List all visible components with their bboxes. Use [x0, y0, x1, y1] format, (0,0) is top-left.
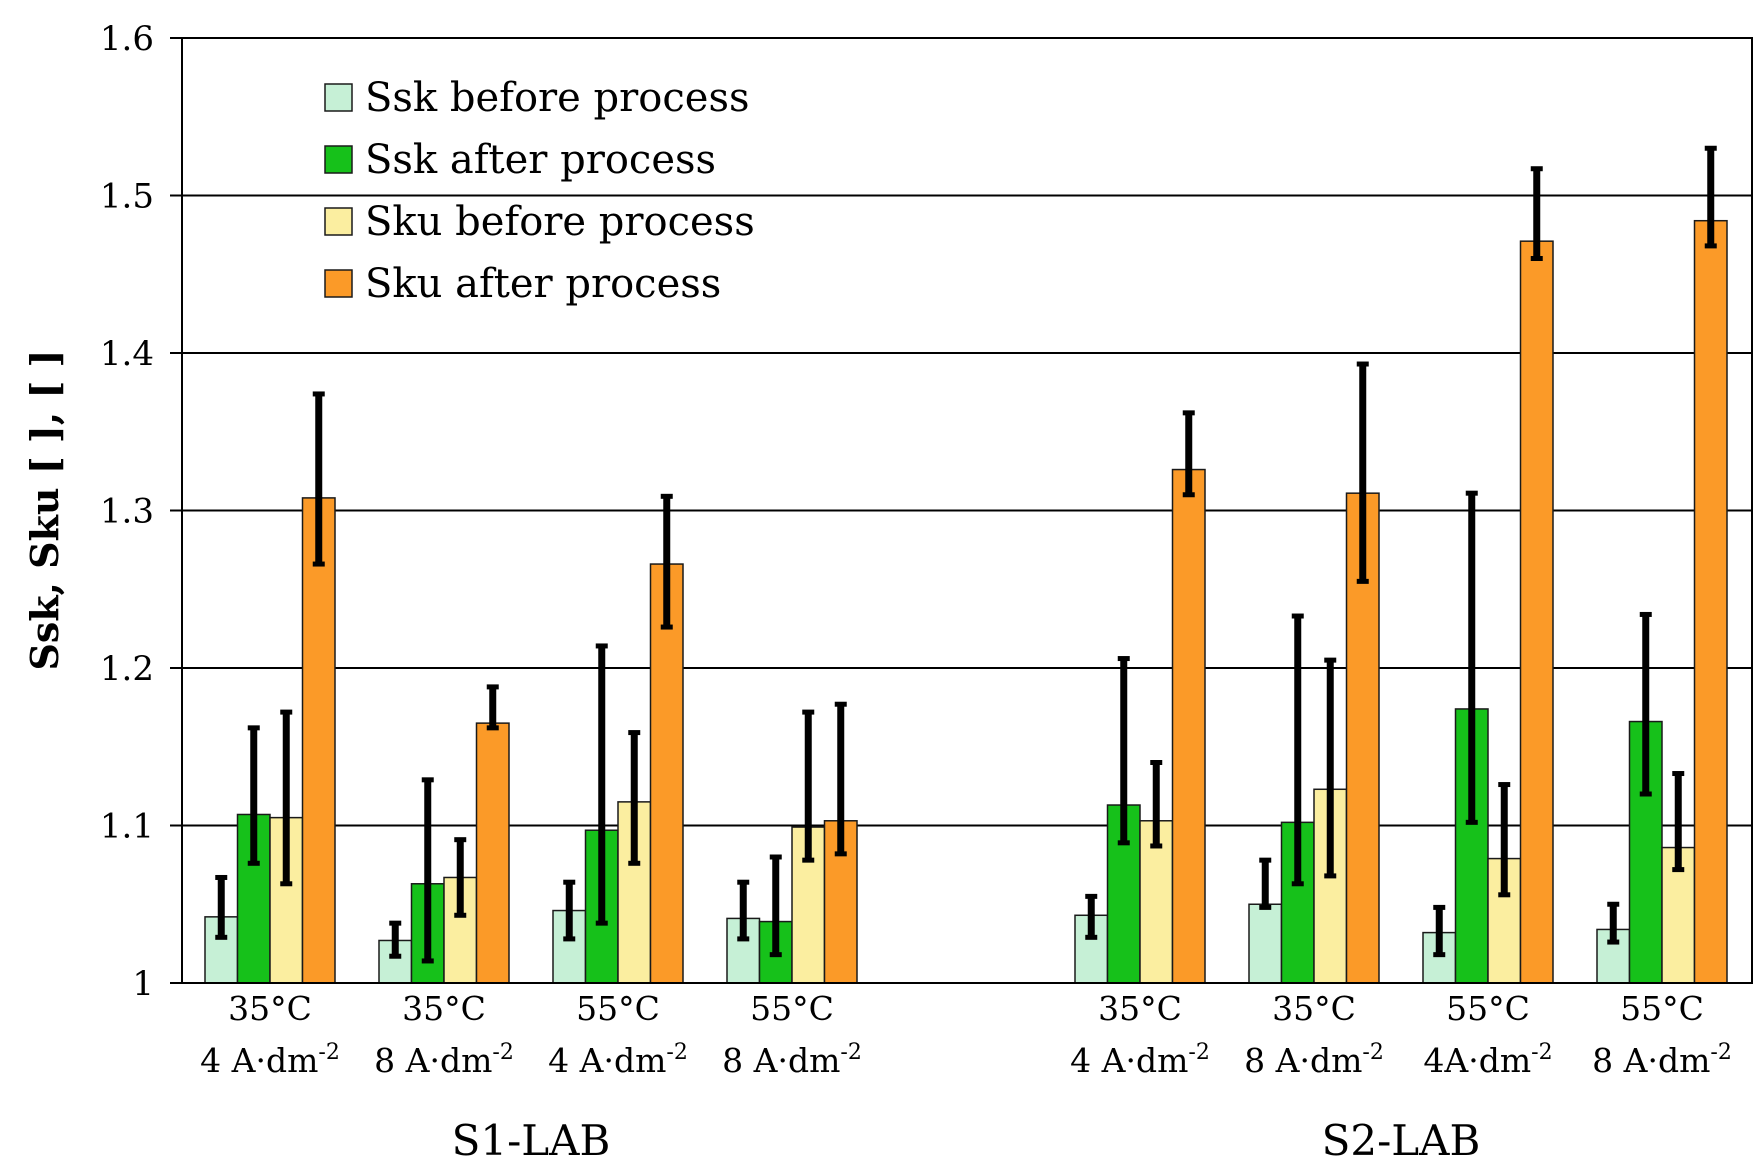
y-tick-label: 1.6	[100, 19, 154, 59]
error-bar	[1291, 613, 1304, 887]
legend-swatch	[324, 83, 353, 112]
x-category-exponent: -2	[840, 1040, 861, 1065]
bar-sku-after-process	[301, 497, 336, 984]
x-category-exponent: -2	[1531, 1040, 1552, 1065]
error-bar	[802, 709, 815, 863]
x-category-unit: 8 A·dm	[374, 1041, 492, 1080]
error-bar	[1704, 145, 1717, 249]
error-bar	[280, 709, 293, 887]
x-category-line1: 35°C	[1272, 989, 1356, 1028]
error-bar	[1117, 656, 1130, 846]
bar-sku-after-process	[1171, 468, 1206, 984]
x-category-exponent: -2	[666, 1040, 687, 1065]
x-group-label: S1-LAB	[452, 1116, 611, 1165]
legend-label: Sku before process	[365, 199, 755, 245]
error-bar	[737, 879, 750, 942]
x-category-exponent: -2	[1710, 1040, 1731, 1065]
error-bar	[769, 854, 782, 958]
y-tick-label: 1	[132, 964, 154, 1004]
error-bar	[1498, 782, 1511, 898]
x-category-line1: 35°C	[228, 989, 312, 1028]
x-category-unit: 8 A·dm	[722, 1041, 840, 1080]
x-category-unit: 4 A·dm	[200, 1041, 318, 1080]
x-category-line1: 35°C	[402, 989, 486, 1028]
error-bar	[1182, 410, 1195, 498]
error-bar	[1672, 771, 1685, 873]
x-category-line2: 4 A·dm-2	[200, 1040, 340, 1080]
x-category-exponent: -2	[318, 1040, 339, 1065]
x-category-line1: 55°C	[750, 989, 834, 1028]
error-bar	[1530, 166, 1543, 261]
error-bar	[595, 643, 608, 926]
x-category-line2: 8 A·dm-2	[1244, 1040, 1384, 1080]
legend-swatch	[324, 207, 353, 236]
gridlines	[182, 194, 1752, 827]
error-bar	[312, 391, 325, 567]
error-bar	[660, 493, 673, 630]
x-category-unit: 8 A·dm	[1244, 1041, 1362, 1080]
bar-sku-after-process	[1693, 219, 1728, 984]
x-category-line2: 4A·dm-2	[1423, 1040, 1552, 1080]
x-category-line1: 55°C	[576, 989, 660, 1028]
x-group-label: S2-LAB	[1322, 1116, 1481, 1165]
x-category-line2: 8 A·dm-2	[1592, 1040, 1732, 1080]
legend-label: Ssk after process	[365, 137, 716, 183]
y-tick-label: 1.5	[100, 177, 154, 217]
x-category-line2: 8 A·dm-2	[722, 1040, 862, 1080]
error-bar	[628, 730, 641, 866]
bar-sku-before-process	[1139, 820, 1174, 984]
x-category-line1: 55°C	[1620, 989, 1704, 1028]
error-bar	[486, 684, 499, 731]
error-bar	[1150, 760, 1163, 849]
error-bar	[1607, 901, 1620, 945]
x-category-line1: 55°C	[1446, 989, 1530, 1028]
legend-label: Sku after process	[365, 261, 721, 307]
y-tick-label: 1.1	[100, 807, 154, 847]
x-axis-labels: 35°C4 A·dm-235°C8 A·dm-255°C4 A·dm-255°C…	[200, 989, 1732, 1165]
bar-ssk-before-process	[1248, 903, 1283, 984]
x-category-unit: 4 A·dm	[548, 1041, 666, 1080]
error-bar	[247, 725, 260, 866]
error-bar	[1085, 893, 1098, 940]
x-category-exponent: -2	[1188, 1040, 1209, 1065]
error-bar	[454, 837, 467, 918]
legend-swatch	[324, 145, 353, 174]
error-bar	[389, 920, 402, 959]
error-bar	[834, 701, 847, 857]
error-bar	[1465, 490, 1478, 825]
x-category-unit: 4A·dm	[1423, 1041, 1531, 1080]
error-bars	[215, 145, 1717, 964]
legend: Ssk before process Ssk after process Sku b…	[324, 75, 755, 307]
x-category-exponent: -2	[1362, 1040, 1383, 1065]
error-bar	[421, 777, 434, 964]
bars	[204, 219, 1728, 984]
x-category-line2: 8 A·dm-2	[374, 1040, 514, 1080]
bar-sku-after-process	[475, 722, 510, 984]
legend-label: Ssk before process	[365, 75, 750, 121]
error-bar	[1324, 657, 1337, 879]
y-tick-label: 1.2	[100, 649, 154, 689]
error-bar	[1639, 611, 1652, 797]
x-category-exponent: -2	[492, 1040, 513, 1065]
bar-sku-after-process	[1519, 240, 1554, 984]
x-category-unit: 4 A·dm	[1070, 1041, 1188, 1080]
y-axis-title: Ssk, Sku [ ], [ ]	[22, 349, 67, 670]
legend-swatch	[324, 269, 353, 298]
error-bar	[215, 874, 228, 940]
x-category-line2: 4 A·dm-2	[1070, 1040, 1210, 1080]
y-tick-label: 1.3	[100, 492, 154, 532]
error-bar	[1356, 361, 1369, 584]
x-category-unit: 8 A·dm	[1592, 1041, 1710, 1080]
error-bar	[563, 879, 576, 942]
error-bar	[1259, 857, 1272, 910]
y-axis-ticks: 1 1.1 1.2 1.3 1.4 1.5 1.6	[100, 19, 182, 1004]
y-tick-label: 1.4	[100, 334, 154, 374]
error-bar	[1433, 904, 1446, 958]
x-category-line1: 35°C	[1098, 989, 1182, 1028]
x-category-line2: 4 A·dm-2	[548, 1040, 688, 1080]
